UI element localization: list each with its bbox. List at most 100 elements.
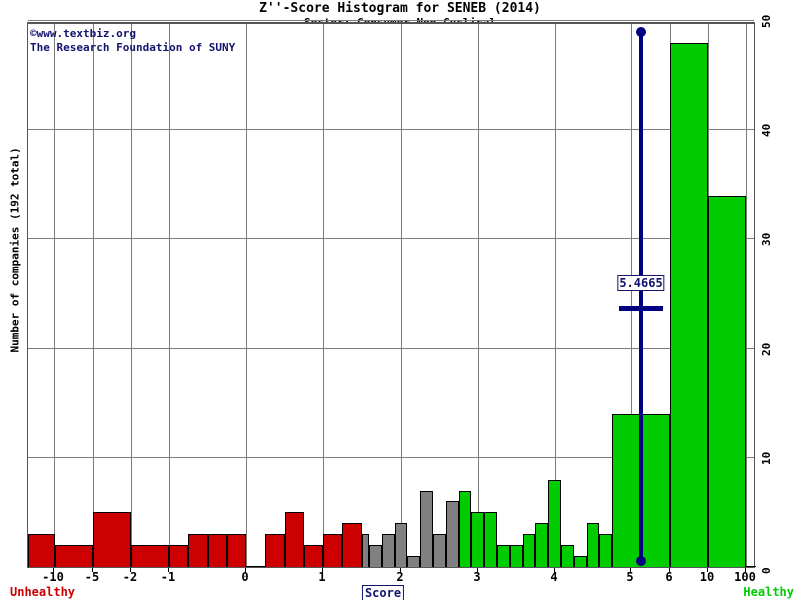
histogram-bar <box>510 545 523 567</box>
gridline-vertical <box>631 24 632 567</box>
histogram-bar <box>265 534 285 567</box>
gridline-vertical <box>323 24 324 567</box>
x-tick-label: -10 <box>42 570 64 584</box>
histogram-bar <box>131 545 169 567</box>
gridline-vertical <box>169 24 170 567</box>
histogram-bar <box>382 534 395 567</box>
histogram-bar <box>484 512 497 567</box>
histogram-bar <box>708 195 746 567</box>
histogram-bar <box>471 512 484 567</box>
marker-top-dot <box>636 26 646 37</box>
histogram-bar <box>369 545 382 567</box>
x-axis-label: Score <box>361 585 405 600</box>
histogram-bar <box>497 545 510 567</box>
x-tick-label: 0 <box>241 570 249 584</box>
gridline-vertical <box>478 24 479 567</box>
x-tick-mark <box>477 568 478 572</box>
x-tick-label: 4 <box>550 570 558 584</box>
marker-bracket <box>619 306 663 311</box>
gridline-vertical <box>401 24 402 567</box>
histogram-bar <box>433 534 446 567</box>
histogram-bar <box>535 523 548 567</box>
histogram-bar <box>561 545 574 567</box>
gridline-vertical <box>54 24 55 567</box>
histogram-bar <box>362 534 369 567</box>
unhealthy-label: Unhealthy <box>10 585 76 599</box>
x-tick-label: -2 <box>122 570 138 584</box>
x-tick-mark <box>130 568 131 572</box>
gridline-horizontal <box>28 238 754 240</box>
x-tick-mark <box>245 568 246 572</box>
histogram-bar <box>395 523 407 567</box>
marker-line <box>639 31 643 561</box>
x-tick-label: 2 <box>396 570 404 584</box>
histogram-bar <box>227 534 246 567</box>
y-tick-label: 10 <box>760 451 773 465</box>
histogram-bar <box>55 545 93 567</box>
gridline-horizontal <box>28 20 754 21</box>
x-tick-label: 6 <box>665 570 673 584</box>
histogram-bar <box>420 490 433 567</box>
histogram-bar <box>574 556 587 567</box>
x-tick-label: 3 <box>473 570 481 584</box>
y-tick-label: 50 <box>760 14 773 28</box>
y-tick-label: 30 <box>760 233 773 247</box>
copyright-credit: ©www.textbiz.org The Research Foundation… <box>30 27 235 55</box>
histogram-bar <box>188 534 208 567</box>
plot-area: 5.4665 <box>27 20 756 568</box>
gridline-vertical <box>246 24 247 567</box>
histogram-bar <box>459 490 471 567</box>
histogram-bar <box>599 534 612 567</box>
credit-line-2: The Research Foundation of SUNY <box>30 41 236 54</box>
x-tick-label: 1 <box>318 570 326 584</box>
gridline-vertical <box>93 24 94 567</box>
x-tick-mark <box>554 568 555 572</box>
x-tick-label: 10 <box>699 570 715 584</box>
y-tick-label: 40 <box>760 123 773 138</box>
credit-line-1: ©www.textbiz.org <box>30 27 136 40</box>
y-tick-label: 0 <box>760 567 773 574</box>
histogram-bars <box>28 24 756 567</box>
x-tick-mark <box>53 568 54 572</box>
gridline-vertical <box>555 24 556 567</box>
histogram-bar <box>323 534 342 567</box>
gridline-horizontal <box>28 456 754 458</box>
histogram-bar <box>523 534 535 567</box>
x-tick-mark <box>630 568 631 572</box>
x-tick-label: 100 <box>734 570 756 584</box>
healthy-label: Healthy <box>743 585 794 599</box>
marker-bottom-dot <box>636 556 646 566</box>
histogram-bar <box>304 545 323 567</box>
gridline-vertical <box>131 24 132 567</box>
y-axis-label: Number of companies (192 total) <box>8 147 22 353</box>
x-tick-label: 5 <box>626 570 634 584</box>
marker-value-label[interactable]: 5.4665 <box>617 275 665 291</box>
x-tick-mark <box>322 568 323 572</box>
x-tick-mark <box>168 568 169 572</box>
x-tick-mark <box>669 568 670 572</box>
x-tick-mark <box>400 568 401 572</box>
histogram-bar <box>587 523 599 567</box>
histogram-bar <box>169 545 188 567</box>
x-tick-mark <box>707 568 708 572</box>
histogram-bar <box>746 566 756 567</box>
histogram-bar <box>28 534 55 567</box>
histogram-bar <box>93 512 131 567</box>
chart-title: Z''-Score Histogram for SENEB (2014) <box>259 1 541 16</box>
histogram-bar <box>208 534 227 567</box>
histogram-bar <box>548 479 561 567</box>
gridline-vertical <box>746 24 747 567</box>
histogram-bar <box>407 556 420 567</box>
x-tick-label: -1 <box>160 570 176 584</box>
gridline-horizontal <box>28 129 754 131</box>
histogram-bar <box>670 42 708 567</box>
histogram-bar <box>246 566 265 567</box>
histogram-bar <box>446 501 459 567</box>
y-tick-label: 20 <box>760 342 773 356</box>
x-tick-mark <box>92 568 93 572</box>
histogram-bar <box>285 512 304 567</box>
histogram-bar <box>342 523 362 567</box>
gridline-horizontal <box>28 347 754 349</box>
x-tick-mark <box>745 568 746 572</box>
